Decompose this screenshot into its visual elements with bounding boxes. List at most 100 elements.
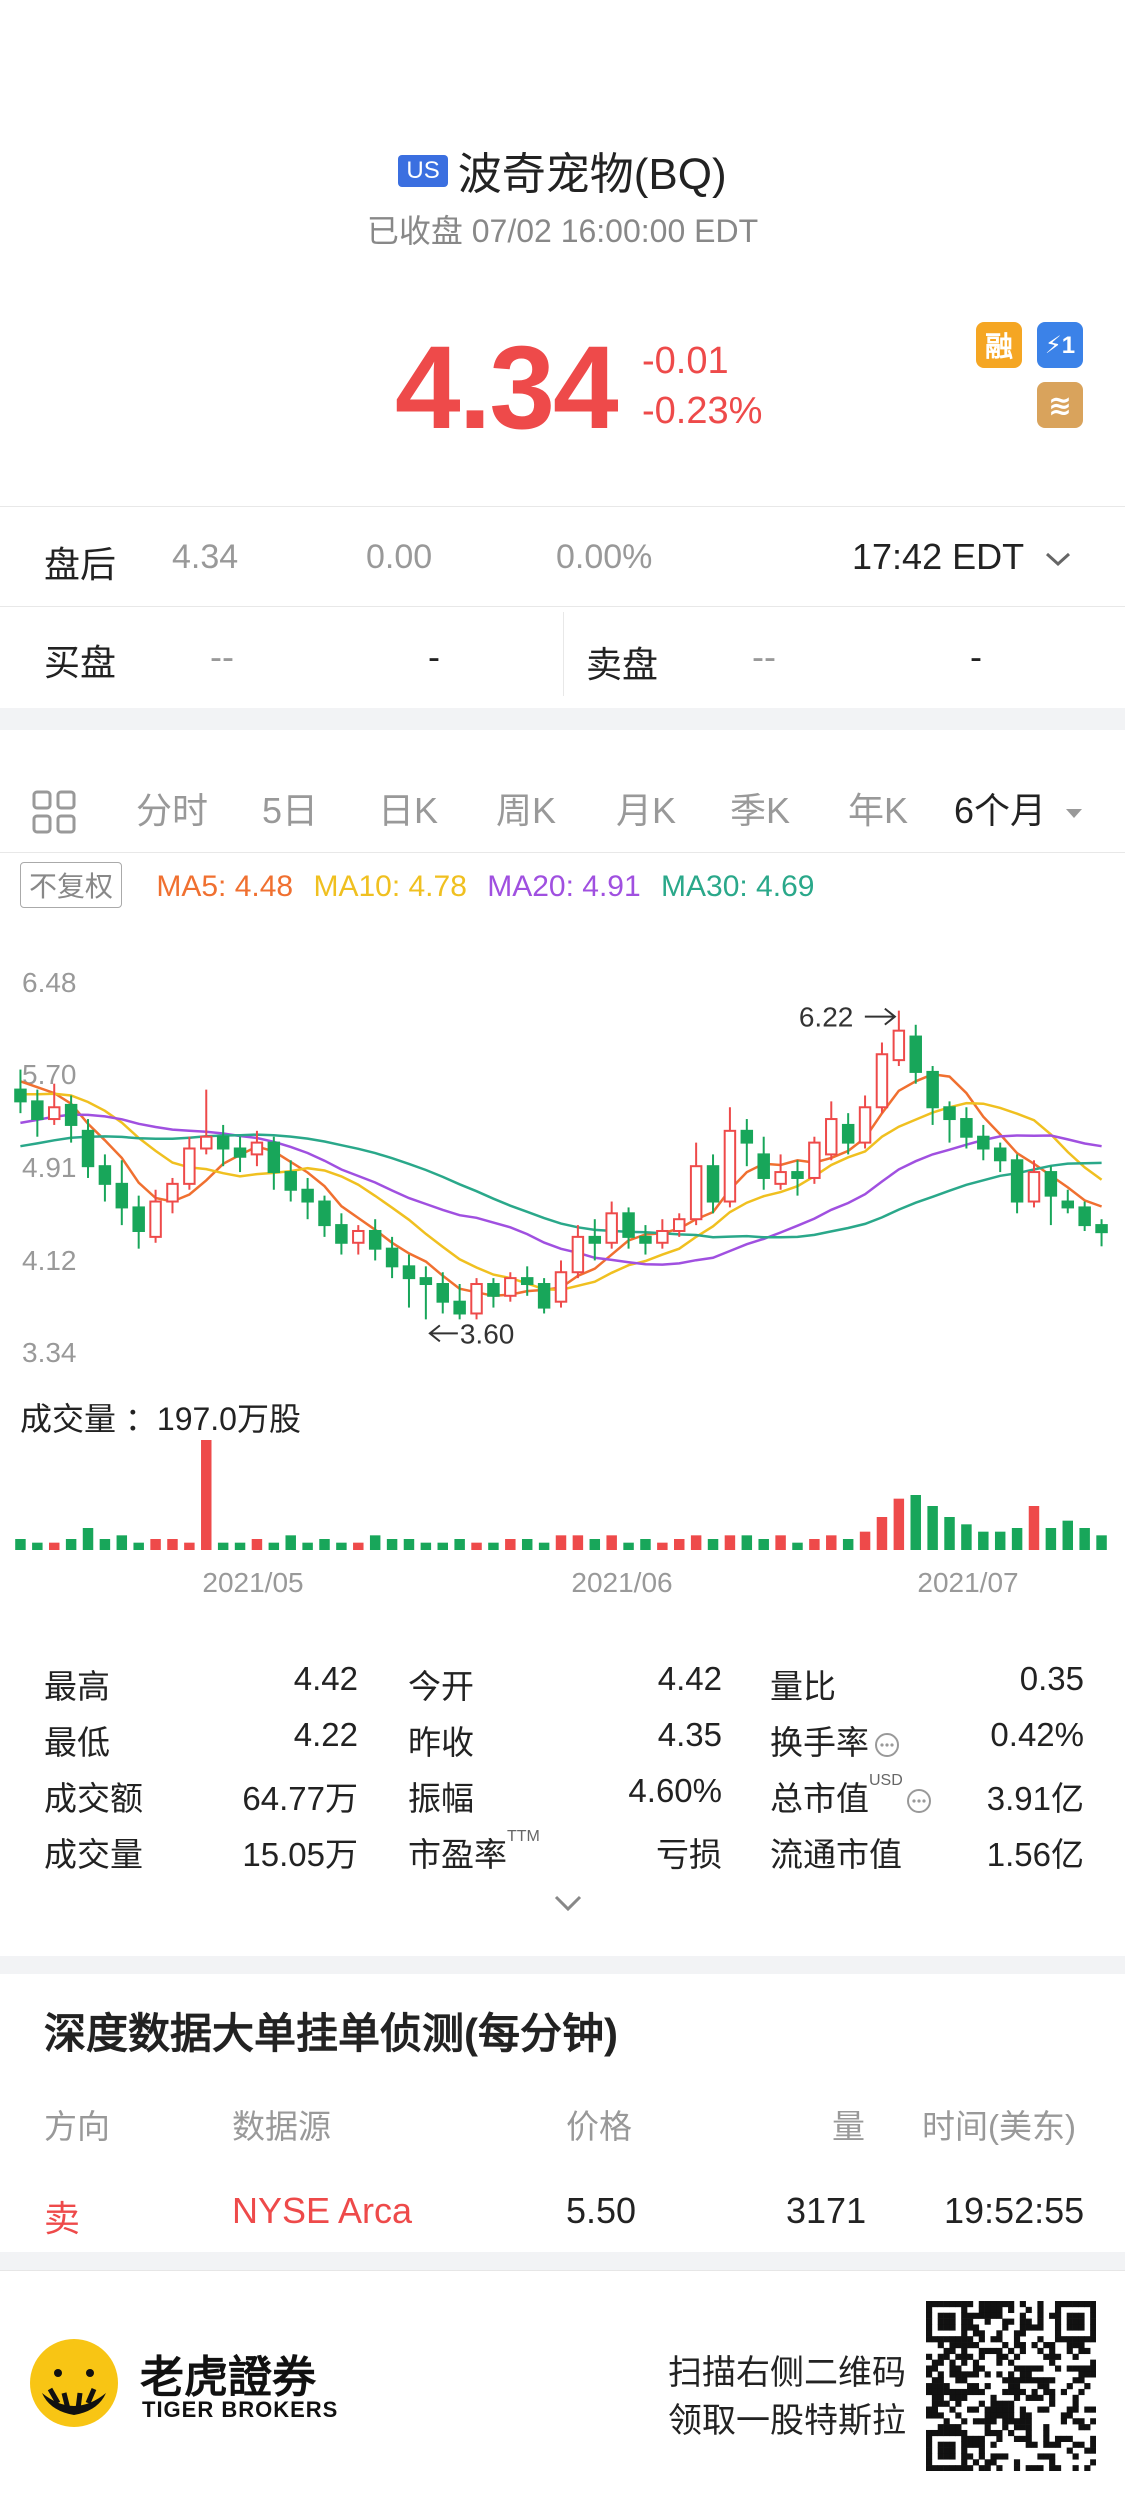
candle xyxy=(166,1177,179,1214)
candle xyxy=(723,1107,737,1208)
info-icon[interactable] xyxy=(903,1780,933,1817)
col-source: 数据源 xyxy=(232,2108,331,2145)
volume-bar xyxy=(150,1539,161,1550)
bid-price: -- xyxy=(210,636,234,677)
candle xyxy=(571,1225,585,1279)
price-change-pct: -0.23% xyxy=(642,390,763,432)
layers-icon[interactable]: ≋ xyxy=(1037,382,1083,428)
volume-bar xyxy=(724,1535,736,1550)
volume-bar xyxy=(1079,1528,1090,1550)
promo-footer[interactable]: 老虎證券 TIGER BROKERS 扫描右侧二维码 领取一股特斯拉 xyxy=(0,2270,1125,2498)
row-source: NYSE Arca xyxy=(232,2190,413,2231)
tab-weekly-k[interactable]: 周K xyxy=(496,790,557,831)
candle xyxy=(841,1113,855,1155)
candle xyxy=(115,1160,129,1226)
candle xyxy=(622,1207,635,1249)
stock-title: US 波奇宠物(BQ) xyxy=(0,138,1125,202)
candle xyxy=(149,1189,162,1243)
tab-6month[interactable]: 6个月 xyxy=(954,782,1084,834)
expand-chevron-icon[interactable] xyxy=(552,1892,584,1919)
volume-bar xyxy=(707,1539,719,1550)
stat-value: 4.42 xyxy=(657,1660,722,1697)
afterhours-time[interactable]: 17:42 EDT xyxy=(852,536,1073,578)
volume-bar xyxy=(302,1542,313,1550)
qr-code-icon[interactable] xyxy=(926,2301,1096,2471)
info-icon[interactable] xyxy=(869,1724,901,1761)
candle xyxy=(200,1089,213,1155)
volume-bar xyxy=(674,1539,685,1550)
candle xyxy=(385,1236,399,1279)
row-volume: 3171 xyxy=(786,2190,867,2231)
candle xyxy=(453,1284,466,1320)
volume-bar xyxy=(927,1506,938,1550)
volume-bar xyxy=(758,1539,769,1550)
afterhours-change-pct: 0.00% xyxy=(556,538,653,576)
candlestick-chart[interactable]: 6.485.704.914.123.34 6.223.60 成交量 ：197.0… xyxy=(0,940,1125,1620)
margin-icon[interactable]: 融 xyxy=(976,322,1022,368)
y-tick-label: 6.48 xyxy=(22,967,77,998)
candle xyxy=(943,1101,956,1143)
period-tabs: 分时 5日 日K 周K 月K 季K 年K 6个月 xyxy=(0,760,1125,860)
row-price: 5.50 xyxy=(566,2190,637,2231)
flash-icon[interactable]: ⚡1 xyxy=(1037,322,1083,368)
volume-label: 成交量 ：197.0万股 xyxy=(20,1401,301,1437)
volume-bar xyxy=(336,1542,347,1550)
tab-5day[interactable]: 5日 xyxy=(262,790,319,831)
tab-intraday[interactable]: 分时 xyxy=(136,790,209,831)
stat-label: 最高 xyxy=(44,1668,110,1705)
volume-bar xyxy=(99,1539,111,1550)
stat-label: 今开 xyxy=(408,1668,474,1705)
adjust-toggle[interactable]: 不复权 xyxy=(20,862,123,908)
volume-bar xyxy=(623,1542,634,1550)
candle xyxy=(419,1266,433,1320)
stat-label: 换手率 xyxy=(770,1716,901,1764)
candle xyxy=(470,1278,483,1320)
volume-bar xyxy=(454,1539,465,1550)
candle xyxy=(14,1069,27,1114)
candle xyxy=(1044,1166,1058,1226)
volume-bar xyxy=(488,1542,499,1550)
candle xyxy=(301,1177,314,1220)
volume-bar xyxy=(420,1542,432,1550)
volume-bar xyxy=(1011,1528,1023,1550)
volume-bar xyxy=(521,1539,533,1550)
candle xyxy=(588,1219,602,1261)
candle xyxy=(926,1066,939,1125)
ask-label: 卖盘 xyxy=(586,644,659,685)
candle xyxy=(791,1160,804,1196)
afterhours-change: 0.00 xyxy=(366,538,433,576)
tab-quarterly-k[interactable]: 季K xyxy=(730,790,791,831)
candle xyxy=(47,1083,61,1125)
volume-bar xyxy=(944,1517,955,1550)
volume-bar xyxy=(1096,1535,1107,1550)
tab-monthly-k[interactable]: 月K xyxy=(616,790,677,831)
grid-icon[interactable] xyxy=(30,788,78,836)
promo-line1: 扫描右侧二维码 xyxy=(668,2354,906,2392)
ma20-value: MA20: 4.91 xyxy=(487,870,641,903)
candle xyxy=(656,1219,669,1249)
volume-bar xyxy=(48,1542,60,1550)
stat-value: 15.05万 xyxy=(242,1836,358,1873)
candle xyxy=(673,1213,686,1237)
col-time: 时间(美东) xyxy=(922,2108,1076,2145)
candle xyxy=(216,1124,230,1167)
candle xyxy=(1078,1201,1091,1231)
ma10-value: MA10: 4.78 xyxy=(313,870,467,903)
candle xyxy=(368,1219,382,1261)
volume-bar xyxy=(268,1542,280,1550)
candle xyxy=(318,1195,331,1237)
volume-bar xyxy=(842,1539,854,1550)
tab-yearly-k[interactable]: 年K xyxy=(848,790,909,831)
market-status: 已收盘 07/02 16:00:00 EDT xyxy=(366,213,759,249)
volume-bar xyxy=(606,1535,617,1550)
candle xyxy=(875,1042,889,1114)
candle xyxy=(825,1101,838,1161)
stock-name: 波奇宠物(BQ) xyxy=(457,150,727,199)
volume-bar xyxy=(1062,1520,1074,1550)
volume-bar xyxy=(116,1535,128,1550)
volume-bar xyxy=(369,1535,381,1550)
brand-name-en: TIGER BROKERS xyxy=(142,2397,339,2422)
volume-bar xyxy=(572,1535,584,1550)
volume-bar xyxy=(994,1531,1006,1550)
tab-daily-k[interactable]: 日K xyxy=(378,790,439,831)
